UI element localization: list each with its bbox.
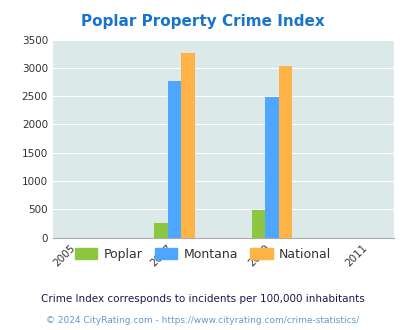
Bar (181, 53, 194, 238)
Bar (264, 97, 278, 238)
Bar (251, 210, 264, 238)
Bar (278, 66, 292, 238)
Bar (167, 81, 181, 238)
Text: © 2024 CityRating.com - https://www.cityrating.com/crime-statistics/: © 2024 CityRating.com - https://www.city… (46, 315, 359, 325)
Text: Crime Index corresponds to incidents per 100,000 inhabitants: Crime Index corresponds to incidents per… (41, 294, 364, 304)
Legend: Poplar, Montana, National: Poplar, Montana, National (69, 243, 336, 266)
Text: Poplar Property Crime Index: Poplar Property Crime Index (81, 14, 324, 29)
Bar (154, 223, 167, 238)
